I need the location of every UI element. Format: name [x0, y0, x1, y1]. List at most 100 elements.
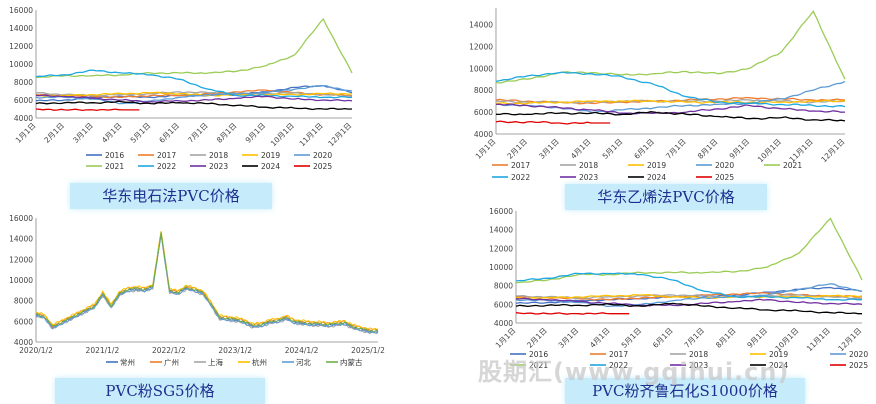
series-line-2022: [35, 69, 353, 99]
x-tick-label: 1月1日: [474, 137, 498, 161]
series-line-2019: [515, 294, 863, 300]
y-tick-label: 4000: [474, 130, 493, 139]
x-tick-label: 10月1日: [269, 121, 296, 148]
x-tick-label: 4月1日: [100, 121, 124, 145]
legend-label-2024: 2024: [769, 361, 788, 370]
series-line-2020: [495, 80, 846, 114]
x-tick-label: 10月1日: [756, 137, 783, 164]
x-tick-label: 5月1日: [620, 326, 644, 350]
y-tick-label: 6000: [14, 96, 33, 105]
caption-pvc-qilu-s1000: PVC粉齐鲁石化S1000价格: [565, 378, 805, 404]
x-tick-label: 11月1日: [805, 326, 832, 353]
y-tick-label: 8000: [474, 86, 493, 95]
legend-label-2017: 2017: [609, 350, 628, 359]
x-tick-label: 3月1日: [71, 121, 95, 145]
y-tick-label: 8000: [494, 282, 513, 291]
legend-label-2022: 2022: [511, 173, 530, 182]
x-tick-label: 11月1日: [298, 121, 325, 148]
legend-label-2024: 2024: [647, 173, 666, 182]
x-tick-label: 2021/1/2: [86, 346, 120, 355]
y-tick-label: 14000: [9, 235, 33, 244]
x-tick-label: 2024/1/2: [285, 346, 319, 355]
chart-svg-4: 4000 6000 8000 10000 12000 14000 16000 1月1日 2月1日…: [489, 207, 868, 370]
y-tick-label: 10000: [469, 64, 493, 73]
x-tick-label: 2月1日: [505, 137, 529, 161]
legend-label-常州: 常州: [120, 358, 135, 367]
x-tick-label: 2022/1/2: [152, 346, 186, 355]
x-tick-label: 12月1日: [326, 121, 353, 148]
series-line-2021: [35, 17, 353, 79]
x-tick-label: 3月1日: [557, 326, 581, 350]
series-line-2018: [515, 294, 863, 300]
series-line-广州: [35, 231, 379, 332]
x-tick-label: 1月1日: [14, 121, 38, 145]
series-line-杭州: [35, 231, 379, 330]
y-tick-label: 8000: [14, 297, 33, 306]
series-line-2022: [495, 71, 846, 108]
chart-svg-3: 4000 6000 8000 10000 12000 14000 16000 2020/1/2…: [9, 214, 385, 367]
y-tick-label: 10000: [489, 263, 513, 272]
legend-label-河北: 河北: [296, 358, 311, 367]
y-tick-label: 4000: [494, 319, 513, 328]
y-tick-label: 6000: [474, 108, 493, 117]
series-line-2025: [35, 108, 140, 112]
x-tick-label: 12月1日: [819, 137, 846, 164]
legend-label-2018: 2018: [689, 350, 708, 359]
series-line-2019: [35, 91, 353, 97]
x-tick-label: 2月1日: [525, 326, 549, 350]
x-tick-label: 7月1日: [664, 137, 688, 161]
x-tick-label: 6月1日: [157, 121, 181, 145]
x-tick-label: 7月1日: [186, 121, 210, 145]
y-tick-label: 12000: [9, 255, 33, 264]
y-tick-label: 12000: [469, 42, 493, 51]
y-tick-label: 16000: [489, 207, 513, 216]
legend-label-2018: 2018: [209, 151, 228, 160]
series-line-上海: [35, 233, 379, 335]
chart-pvc-qilu-s1000: 4000 6000 8000 10000 12000 14000 16000 1月1日 2月1日…: [470, 205, 876, 375]
caption-east-ethylene-pvc: 华东乙烯法PVC价格: [565, 184, 767, 210]
series-line-2025: [495, 120, 611, 125]
y-tick-label: 6000: [494, 300, 513, 309]
chart-east-ethylene-pvc: 4000 6000 8000 10000 12000 14000 1月1日 2月1日 3月1日 4…: [440, 0, 876, 185]
legend-label-广州: 广州: [164, 357, 179, 367]
legend-label-2017: 2017: [157, 151, 176, 160]
series-line-2023: [495, 103, 846, 115]
legend-label-2017: 2017: [511, 161, 530, 170]
legend-label-2019: 2019: [647, 161, 666, 170]
legend-label-2021: 2021: [105, 162, 124, 171]
x-tick-label: 2023/1/2: [218, 346, 252, 355]
series-line-2018: [36, 91, 353, 98]
series-line-2021: [515, 217, 863, 284]
y-tick-label: 16000: [9, 6, 33, 15]
series-line-河北: [35, 234, 379, 334]
x-tick-label: 2月1日: [42, 121, 66, 145]
legend-label-2023: 2023: [579, 173, 598, 182]
y-tick-label: 6000: [14, 317, 33, 326]
x-tick-label: 6月1日: [651, 326, 675, 350]
x-tick-label: 7月1日: [682, 326, 706, 350]
chart-east-carbide-pvc: 4000 6000 8000 10000 12000 14000 16000 1月1日 2月1日…: [0, 0, 360, 180]
legend-label-2016: 2016: [105, 151, 124, 160]
legend-label-2024: 2024: [261, 162, 280, 171]
y-tick-label: 14000: [469, 20, 493, 29]
legend-label-2022: 2022: [609, 361, 628, 370]
y-tick-label: 14000: [9, 24, 33, 33]
y-tick-label: 10000: [9, 276, 33, 285]
legend-label-2025: 2025: [313, 162, 332, 171]
x-tick-label: 5月1日: [129, 121, 153, 145]
series-line-2025: [515, 312, 630, 315]
x-tick-label: 4月1日: [588, 326, 612, 350]
series-line-内蒙古: [35, 232, 379, 333]
series-line-2019: [495, 99, 846, 105]
x-tick-label: 6月1日: [632, 137, 656, 161]
legend-label-2025: 2025: [715, 173, 734, 182]
y-tick-label: 16000: [9, 214, 33, 223]
legend-label-2020: 2020: [849, 350, 868, 359]
chart-svg-1: 4000 6000 8000 10000 12000 14000 16000 1月1日 2月1日…: [9, 6, 353, 171]
legend-label-2019: 2019: [261, 151, 280, 160]
chart-pvc-sg5: 4000 6000 8000 10000 12000 14000 16000 2020/1/2…: [0, 210, 390, 376]
y-tick-label: 4000: [14, 114, 33, 123]
x-tick-label: 9月1日: [728, 137, 752, 161]
y-tick-label: 12000: [489, 244, 513, 253]
x-tick-label: 8月1日: [714, 326, 738, 350]
